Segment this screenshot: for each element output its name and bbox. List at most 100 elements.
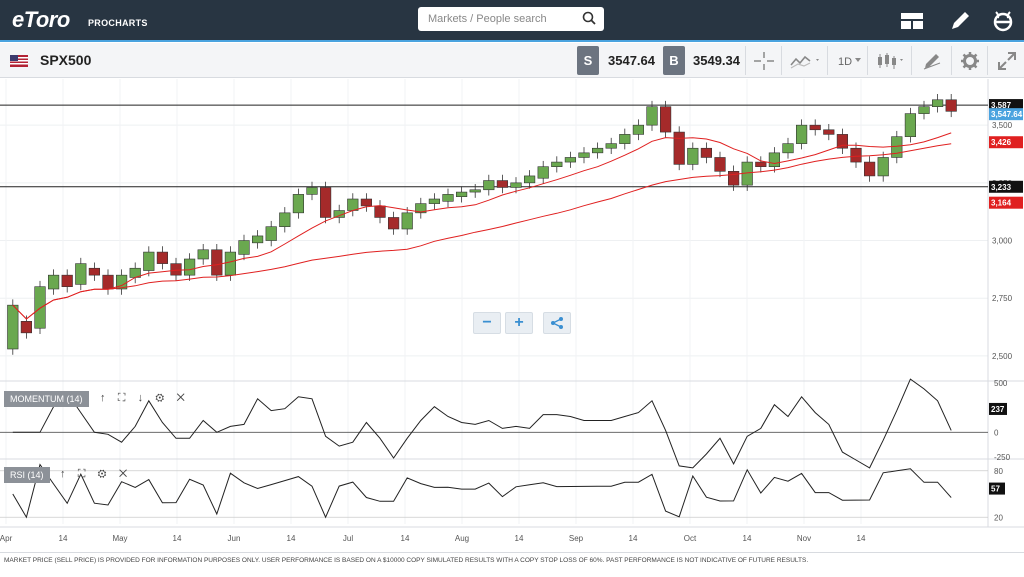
pane-settings-icon[interactable]: ⚙ [155, 392, 165, 404]
layout-icon[interactable] [899, 8, 925, 34]
search-box[interactable] [418, 7, 604, 31]
candle [551, 161, 563, 167]
crosshair-icon [754, 52, 774, 70]
gear-icon [961, 52, 979, 70]
rsi-controls: ↑ ⛶ ⚙ ✕ [60, 468, 127, 481]
price-tag-bg [989, 108, 1023, 121]
candle [252, 235, 264, 244]
indicators-button[interactable] [781, 46, 827, 75]
price-tag-label: 3,587 [991, 101, 1012, 110]
candle [877, 157, 889, 177]
price-tag-label: 3,164 [991, 199, 1012, 208]
drawing-tools-button[interactable] [911, 46, 951, 75]
x-tick-label: Nov [797, 534, 811, 543]
candle [360, 198, 373, 207]
candle [47, 274, 60, 290]
momentum-controls: ↑ ⛶ ↓ ⚙ ✕ [100, 392, 185, 405]
candle [646, 106, 658, 126]
expand-icon [998, 52, 1016, 70]
chart-type-button[interactable] [867, 46, 911, 75]
timeframe-dropdown[interactable]: 1D [827, 46, 867, 75]
price-chart[interactable]: 3,5003,2503,0002,7502,500Apr14May14Jun14… [0, 79, 1024, 552]
rsi-tick-label: 20 [994, 513, 1003, 522]
etoro-e-icon[interactable] [990, 8, 1016, 34]
candle [591, 147, 604, 154]
share-button[interactable] [543, 312, 571, 334]
moving-average-line [12, 132, 952, 320]
candle [496, 180, 509, 188]
price-tag-label: 3,426 [991, 138, 1012, 147]
price-tag-label: 3,547.64 [991, 110, 1023, 119]
us-flag-icon [10, 55, 28, 67]
settings-button[interactable] [951, 46, 987, 75]
buy-price[interactable]: 3549.34 [693, 53, 740, 68]
y-tick-label: 2,750 [992, 294, 1013, 303]
momentum-tick-label: 500 [994, 379, 1008, 388]
x-tick-label: 14 [515, 534, 524, 543]
x-tick-label: 14 [401, 534, 410, 543]
fullscreen-button[interactable] [987, 46, 1024, 75]
x-tick-label: May [112, 534, 127, 543]
candle [727, 171, 740, 186]
zoom-out-button[interactable]: − [473, 312, 501, 334]
timeframe-label: 1D [838, 56, 853, 68]
candle [265, 226, 277, 241]
candle [374, 205, 386, 218]
candle [238, 240, 250, 255]
search-icon[interactable] [582, 11, 596, 30]
y-tick-label: 3,500 [992, 121, 1013, 130]
candle [401, 212, 413, 230]
candle [211, 249, 223, 276]
candle [904, 113, 916, 137]
momentum-indicator-label[interactable]: MOMENTUM (14) [4, 391, 89, 407]
candle [279, 212, 291, 227]
price-tag-label: 3,233 [991, 183, 1012, 192]
candle [197, 249, 209, 260]
buy-badge[interactable]: B [663, 46, 685, 75]
x-tick-label: 14 [743, 534, 752, 543]
zoom-in-button[interactable]: + [505, 312, 533, 334]
x-tick-label: Jul [343, 534, 353, 543]
candle [891, 136, 903, 158]
etoro-logo[interactable]: eToro [12, 7, 70, 32]
candle [75, 263, 87, 285]
move-up-icon[interactable]: ↑ [100, 392, 106, 404]
candle [659, 106, 672, 133]
crosshair-button[interactable] [745, 46, 781, 75]
close-pane-icon[interactable]: ✕ [176, 392, 185, 404]
search-input[interactable] [418, 7, 568, 31]
candle [755, 161, 767, 167]
rsi-indicator-label[interactable]: RSI (14) [4, 467, 50, 483]
sell-badge[interactable]: S [577, 46, 599, 75]
y-tick-label: 3,000 [992, 237, 1013, 246]
momentum-tick-label: 0 [994, 428, 999, 437]
move-up-icon[interactable]: ↑ [60, 468, 66, 480]
x-tick-label: 14 [857, 534, 866, 543]
instrument-symbol: SPX500 [40, 52, 92, 68]
candle [224, 251, 237, 276]
candle [455, 191, 468, 197]
share-icon [551, 317, 563, 329]
pencil-icon[interactable] [947, 8, 973, 34]
candle [483, 180, 495, 191]
close-pane-icon[interactable]: ✕ [118, 468, 128, 480]
candle [469, 189, 481, 193]
maximize-pane-icon[interactable]: ⛶ [117, 392, 126, 404]
momentum-value-label: 237 [991, 405, 1005, 414]
x-tick-label: Aug [455, 534, 469, 543]
candle [442, 194, 454, 202]
chart-toolbar: SPX500 S 3547.64 B 3549.34 1D [0, 43, 1024, 78]
candle [918, 106, 930, 114]
candle [34, 286, 46, 329]
maximize-pane-icon[interactable]: ⛶ [77, 468, 86, 480]
candle [20, 321, 33, 334]
candle [809, 124, 821, 131]
move-down-icon[interactable]: ↓ [137, 392, 144, 404]
sell-price[interactable]: 3547.64 [608, 53, 655, 68]
candle [7, 304, 19, 350]
candle [714, 157, 726, 172]
chart-area[interactable]: 3,5003,2503,0002,7502,500Apr14May14Jun14… [0, 79, 1024, 552]
price-tag-bg [989, 196, 1023, 209]
pane-settings-icon[interactable]: ⚙ [97, 468, 107, 480]
price-tag-bg [989, 136, 1023, 149]
